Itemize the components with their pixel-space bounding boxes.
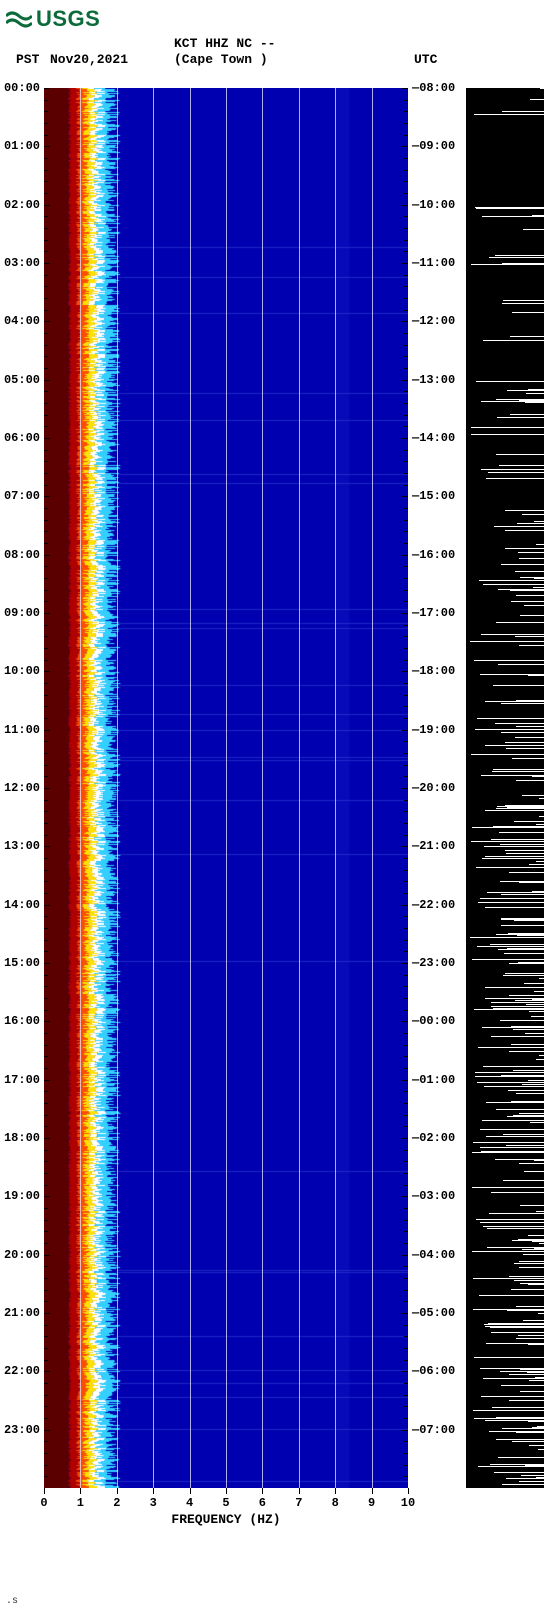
usgs-logo: USGS [6,6,100,32]
y-right-tick-label: —22:00 [412,898,455,912]
y-left-tick-label: 02:00 [0,198,40,212]
spectrogram-plot [44,88,408,1488]
y-right-tick-label: —13:00 [412,373,455,387]
y-left-tick-label: 10:00 [0,664,40,678]
y-left-tick-label: 14:00 [0,898,40,912]
station-line1: KCT HHZ NC -- [174,36,275,51]
x-tick-label: 3 [150,1496,157,1510]
x-axis-label: FREQUENCY (HZ) [44,1512,408,1527]
x-tick-label: 8 [332,1496,339,1510]
usgs-wave-icon [6,10,32,28]
amplitude-panel [466,88,544,1488]
x-tick-label: 5 [222,1496,229,1510]
y-left-tick-label: 21:00 [0,1306,40,1320]
x-tick-label: 0 [40,1496,47,1510]
y-right-tick-label: —00:00 [412,1014,455,1028]
y-right-tick-label: —21:00 [412,839,455,853]
page-root: USGS PST Nov20,2021 KCT HHZ NC -- (Cape … [0,0,552,1613]
y-left-tick-label: 15:00 [0,956,40,970]
y-left-tick-label: 01:00 [0,139,40,153]
x-tick-label: 9 [368,1496,375,1510]
y-right-tick-label: —03:00 [412,1189,455,1203]
y-left-tick-label: 00:00 [0,81,40,95]
y-left-tick-label: 05:00 [0,373,40,387]
y-left-tick-label: 17:00 [0,1073,40,1087]
y-right-tick-label: —01:00 [412,1073,455,1087]
usgs-logo-text: USGS [36,6,100,32]
y-right-tick-label: —02:00 [412,1131,455,1145]
date-label: Nov20,2021 [50,52,128,67]
y-left-tick-label: 06:00 [0,431,40,445]
y-left-tick-label: 20:00 [0,1248,40,1262]
y-right-tick-label: —18:00 [412,664,455,678]
y-right-tick-label: —04:00 [412,1248,455,1262]
y-right-tick-label: —16:00 [412,548,455,562]
y-left-tick-label: 19:00 [0,1189,40,1203]
footer-mark: .s [6,1596,18,1607]
y-left-tick-label: 11:00 [0,723,40,737]
left-tz-label: PST [16,52,39,67]
y-right-tick-label: —14:00 [412,431,455,445]
y-left-tick-label: 13:00 [0,839,40,853]
y-left-tick-label: 03:00 [0,256,40,270]
y-left-tick-label: 22:00 [0,1364,40,1378]
y-right-tick-label: —08:00 [412,81,455,95]
right-tz-label: UTC [414,52,437,67]
y-left-tick-label: 04:00 [0,314,40,328]
station-line2: (Cape Town ) [174,52,268,67]
y-right-tick-label: —23:00 [412,956,455,970]
x-tick-label: 1 [77,1496,84,1510]
y-left-tick-label: 16:00 [0,1014,40,1028]
y-left-tick-label: 07:00 [0,489,40,503]
y-left-tick-label: 09:00 [0,606,40,620]
y-right-tick-label: —12:00 [412,314,455,328]
x-tick-label: 6 [259,1496,266,1510]
y-right-tick-label: —06:00 [412,1364,455,1378]
y-left-tick-label: 08:00 [0,548,40,562]
y-right-tick-label: —11:00 [412,256,455,270]
y-right-tick-label: —05:00 [412,1306,455,1320]
y-right-tick-label: —09:00 [412,139,455,153]
y-right-tick-label: —20:00 [412,781,455,795]
x-axis: FREQUENCY (HZ) 012345678910 [44,1488,408,1528]
y-right-tick-label: —19:00 [412,723,455,737]
x-tick-label: 2 [113,1496,120,1510]
y-left-tick-label: 12:00 [0,781,40,795]
x-tick-label: 7 [295,1496,302,1510]
y-left-tick-label: 18:00 [0,1131,40,1145]
x-tick-label: 10 [401,1496,415,1510]
y-left-tick-label: 23:00 [0,1423,40,1437]
y-right-tick-label: —15:00 [412,489,455,503]
y-right-tick-label: —17:00 [412,606,455,620]
y-right-tick-label: —10:00 [412,198,455,212]
y-right-tick-label: —07:00 [412,1423,455,1437]
x-tick-label: 4 [186,1496,193,1510]
